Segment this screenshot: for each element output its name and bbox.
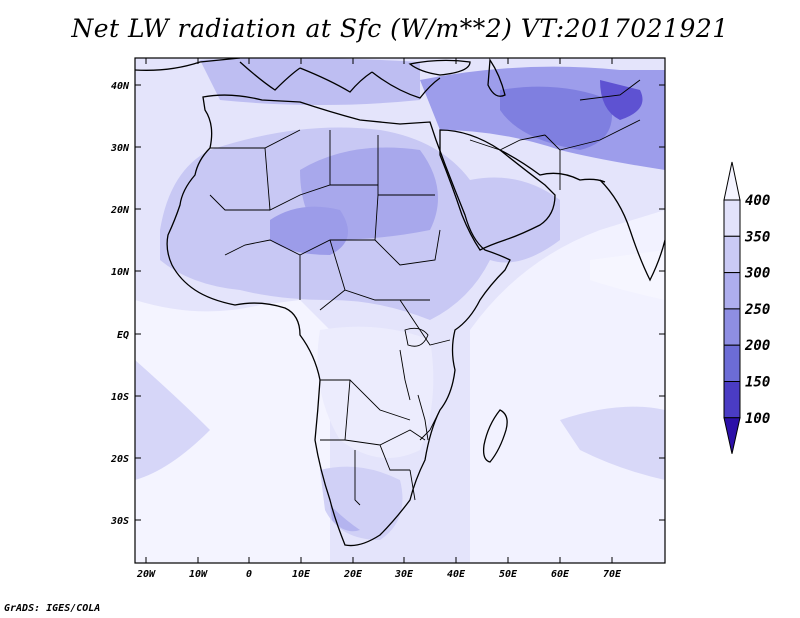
colorbar-segment [723, 381, 741, 419]
india-coastline [599, 179, 665, 282]
lat-tick-label: 10N [111, 267, 130, 278]
lat-tick-label: 20N [110, 205, 130, 216]
colorbar-label: 100 [745, 411, 770, 427]
lon-tick-label: 70E [603, 569, 622, 580]
field-mediterranean [200, 58, 420, 105]
lon-tick-label: 40E [447, 569, 466, 580]
lat-tick-label: 30S [110, 516, 129, 527]
colorbar-segment [723, 199, 741, 237]
axis-ticks: 40N 30N 20N 10N EQ 10S 20S 30S 20W 10W 0 10E 20E 30E 4… [110, 58, 665, 580]
colorbar-segment [723, 272, 741, 310]
colorbar: 400 350 300 250 200 150 100 [723, 161, 770, 454]
colorbar-segment [723, 308, 741, 346]
radiation-field [135, 58, 665, 563]
field-atlantic-south [135, 300, 330, 563]
lon-tick-label: 10W [189, 569, 208, 580]
lon-tick-label: 50E [499, 569, 518, 580]
africa-coastline [166, 94, 511, 547]
colorbar-top-arrow [723, 161, 741, 201]
field-india-south [590, 250, 665, 300]
footer-credit: GrADS: IGES/COLA [4, 603, 101, 614]
field-sahel-core [270, 206, 348, 255]
colorbar-label: 350 [744, 229, 770, 245]
europe-coastline [135, 58, 441, 99]
colorbar-segment [723, 344, 741, 383]
lon-tick-label: 60E [551, 569, 570, 580]
country-borders [209, 79, 641, 506]
coastlines [135, 58, 665, 547]
colorbar-label: 300 [744, 266, 770, 282]
colorbar-segment [723, 235, 741, 274]
lat-tick-label: 40N [111, 81, 130, 92]
colorbar-label: 400 [745, 193, 770, 209]
map-title: Net LW radiation at Sfc (W/m**2) VT:2017… [71, 14, 729, 43]
lon-tick-label: 10E [292, 569, 311, 580]
lat-tick-label: EQ [117, 330, 129, 341]
black-sea-coastline [408, 59, 471, 76]
lat-tick-label: 30N [110, 143, 130, 154]
colorbar-label: 150 [745, 375, 770, 391]
madagascar-coastline [482, 409, 508, 463]
colorbar-label: 200 [744, 338, 770, 354]
lon-tick-label: 20W [136, 569, 156, 580]
caspian-coastline [487, 58, 506, 97]
colorbar-bottom-arrow [723, 417, 741, 454]
lake-victoria [404, 327, 429, 347]
field-himalaya-core [600, 80, 643, 120]
colorbar-label: 250 [744, 302, 770, 318]
border-lines [209, 79, 641, 506]
lat-tick-label: 20S [110, 454, 129, 465]
lon-tick-label: 0 [246, 569, 252, 580]
field-atlantic-band [135, 360, 210, 480]
lon-tick-label: 20E [343, 569, 363, 580]
lon-tick-label: 30E [394, 569, 414, 580]
lat-tick-label: 10S [111, 392, 129, 403]
field-iran-core [500, 86, 612, 150]
rift-lakes [399, 349, 429, 441]
field-indian-ocean [470, 210, 665, 563]
field-indian-band [560, 406, 665, 480]
plot-frame [134, 57, 666, 564]
